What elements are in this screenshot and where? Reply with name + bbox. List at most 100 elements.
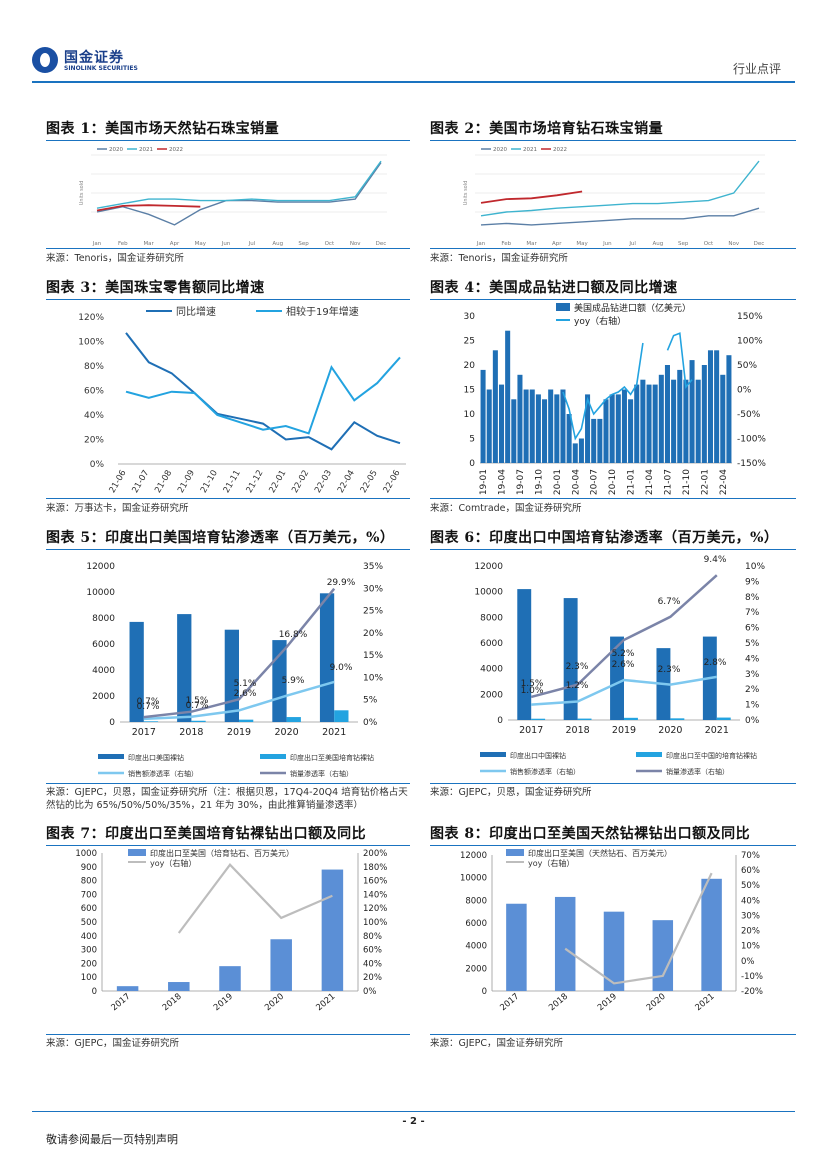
fig6-bar-1 xyxy=(716,717,731,720)
fig6-legend-label: 印度出口中国裸钻 xyxy=(510,751,566,760)
fig5-bar-0 xyxy=(319,593,335,722)
fig8-ytick-right: 40% xyxy=(741,896,760,906)
fig7-rule xyxy=(46,845,410,846)
fig3-xtick-label: 21-09 xyxy=(176,469,197,495)
fig3-ytick-label: 60% xyxy=(84,387,104,397)
fig5-series-line-0 xyxy=(143,680,335,721)
fig4-bar-0 xyxy=(554,394,560,463)
fig5-bar-0 xyxy=(177,614,192,722)
fig5-ytick-left: 2000 xyxy=(92,692,115,702)
fig6-chart: 0 2000 4000 6000 8000 10000 12000 0% 1% 2% 3% 4% 5% 6… xyxy=(474,555,765,776)
fig5-data-label: 0.7% xyxy=(137,697,160,707)
fig4-legend-swatch xyxy=(556,303,570,311)
fig8-bar-0 xyxy=(652,920,674,991)
fig5-data-label: 29.9% xyxy=(327,578,356,588)
fig2-xtick-label: Dec xyxy=(754,241,765,246)
fig1-series-line-2020 xyxy=(96,162,382,226)
fig1-legend-label: 2022 xyxy=(169,147,183,153)
fig6-data-label: 2.3% xyxy=(658,665,681,675)
fig6-ytick-left: 0 xyxy=(497,716,503,726)
fig4-bar-0 xyxy=(480,369,486,463)
fig6-bar-0 xyxy=(517,589,532,720)
fig4-ytick-right: 150% xyxy=(737,312,763,322)
fig4-xtick-label: 19-04 xyxy=(498,469,508,495)
fig4-bar-0 xyxy=(640,379,646,463)
fig6-src-rule xyxy=(430,783,796,784)
fig8-chart: 0 2000 4000 6000 8000 10000 12000 -20% -10% 0% 10%… xyxy=(460,848,763,1013)
fig6-ytick-right: 7% xyxy=(745,608,760,618)
fig7-legend-label: yoy（右轴） xyxy=(150,858,196,868)
fig7-legend-label: 印度出口至美国（培育钻石、百万美元） xyxy=(150,848,294,858)
fig6-data-label: 9.4% xyxy=(704,555,727,565)
fig6-ytick-right: 4% xyxy=(745,654,760,664)
fig4-bar-0 xyxy=(646,384,652,463)
fig7-xtick-label: 2018 xyxy=(161,992,184,1014)
fig5-ytick-right: 0% xyxy=(363,718,378,728)
fig7-ytick-left: 800 xyxy=(81,877,97,887)
fig4-ytick-left: 20 xyxy=(464,361,476,371)
fig1-xtick-label: Sep xyxy=(298,241,309,246)
fig3-ytick-label: 80% xyxy=(84,362,104,372)
fig8-title: 图表 8：印度出口至美国天然钻裸钻出口额及同比 xyxy=(430,826,751,842)
fig1-legend-label: 2020 xyxy=(109,147,123,153)
fig2-rule xyxy=(430,140,796,141)
fig5-xtick-label: 2018 xyxy=(179,727,203,738)
fig6-bar-1 xyxy=(624,717,638,720)
fig5-data-label: 0.7% xyxy=(137,702,160,712)
fig6-source: 来源：GJEPC，贝恩，国金证券研究所 xyxy=(430,787,592,798)
fig2-xtick-label: Jul xyxy=(628,241,636,246)
fig1-xtick-label: Dec xyxy=(376,241,387,246)
fig4-ytick-right: 0% xyxy=(737,386,752,396)
fig3-src-rule xyxy=(46,498,410,499)
fig2-series-line-2020 xyxy=(480,207,760,226)
fig6-ytick-right: 2% xyxy=(745,685,760,695)
fig6-ytick-left: 6000 xyxy=(480,639,503,649)
fig7-ytick-right: 80% xyxy=(363,932,382,942)
fig4-legend-label: yoy（右轴） xyxy=(574,315,626,327)
fig4-bar-0 xyxy=(707,350,714,463)
logo-mark-icon xyxy=(32,47,58,73)
fig4-bar-0 xyxy=(511,399,517,463)
fig1-chart: Units sold Jan Feb Mar Apr May Jun Jul Aug Sep Oct… xyxy=(79,147,387,246)
fig3-rule xyxy=(46,299,410,300)
fig5-data-label: 1.5% xyxy=(186,696,209,706)
fig3-ytick-label: 120% xyxy=(78,313,104,323)
fig5-ytick-right: 15% xyxy=(363,651,383,661)
fig7-bar-0 xyxy=(219,966,241,991)
fig5-data-label: 2.6% xyxy=(234,689,257,699)
fig4-ytick-left: 10 xyxy=(464,410,476,420)
fig6-bar-1 xyxy=(531,718,546,720)
fig4-bar-0 xyxy=(529,389,535,463)
fig4-title: 图表 4：美国成品钻进口额及同比增速 xyxy=(430,280,678,296)
fig6-data-label: 2.8% xyxy=(704,658,727,668)
fig8-ytick-right: 50% xyxy=(741,881,760,891)
fig7-ytick-left: 0 xyxy=(92,987,97,997)
fig7-bar-0 xyxy=(116,986,139,991)
fig5-legend-swatch xyxy=(98,754,124,759)
fig1-xtick-label: Feb xyxy=(118,241,128,246)
fig7-ytick-right: 120% xyxy=(363,904,387,914)
fig2-series-line-2022 xyxy=(480,190,583,204)
fig8-ytick-left: 8000 xyxy=(465,896,487,906)
fig6-ytick-right: 3% xyxy=(745,670,760,680)
fig7-ytick-right: 100% xyxy=(363,918,387,928)
fig7-title: 图表 7：印度出口至美国培育钻裸钻出口额及同比 xyxy=(46,826,367,842)
fig5-ytick-right: 25% xyxy=(363,607,383,617)
page-number: - 2 - xyxy=(402,1116,425,1127)
fig2-xtick-label: Jun xyxy=(602,241,612,246)
fig3-ytick-label: 0% xyxy=(90,460,105,470)
fig3-xtick-label: 21-11 xyxy=(222,469,243,495)
fig8-src-rule xyxy=(430,1034,796,1035)
fig4-bar-0 xyxy=(695,379,701,463)
fig4-bar-0 xyxy=(628,399,634,463)
fig8-ytick-right: 70% xyxy=(741,851,760,861)
fig7-xtick-label: 2019 xyxy=(212,992,235,1014)
fig4-chart: 0 5 10 15 20 25 30 -150% -100% -50% 0% 50% 100% 150% 1… xyxy=(464,302,767,495)
fig4-ytick-left: 0 xyxy=(469,459,475,469)
fig1-xtick-label: May xyxy=(195,241,207,246)
fig7-xtick-label: 2020 xyxy=(263,992,286,1014)
fig2-legend-label: 2020 xyxy=(493,147,507,153)
fig5-data-label: 16.8% xyxy=(279,630,308,640)
fig8-ytick-right: 20% xyxy=(741,927,760,937)
header-rule xyxy=(32,81,795,83)
